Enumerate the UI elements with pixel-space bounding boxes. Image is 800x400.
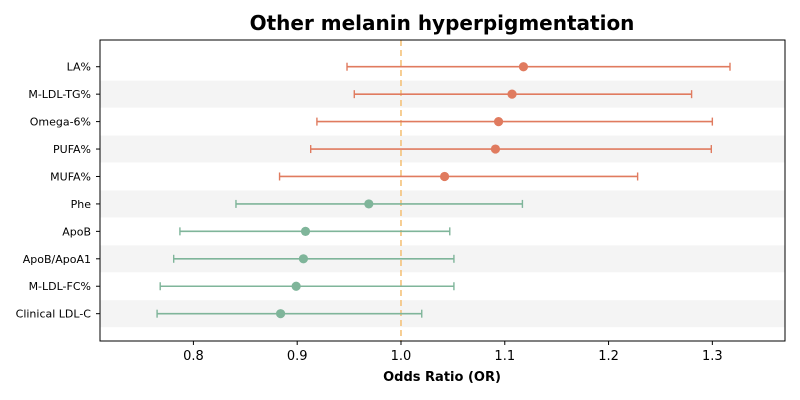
x-tick-label: 0.8	[183, 349, 204, 364]
or-point	[439, 171, 450, 182]
y-axis-ticks: LA% M-LDL-TG% Omega-6% PUFA% MUFA% Phe ApoB Apo…	[16, 61, 100, 321]
x-tick-label: 1.1	[494, 349, 515, 364]
y-tick-label: ApoB/ApoA1	[23, 253, 91, 266]
x-tick-label: 1.3	[702, 349, 723, 364]
row-omega-6-	[316, 117, 714, 127]
y-tick-label: Clinical LDL-C	[16, 308, 92, 321]
or-point	[291, 281, 301, 291]
row-phe	[235, 199, 524, 209]
row-clinical-ldl-c	[156, 309, 423, 319]
y-tick-label: LA%	[67, 61, 91, 74]
plot-frame	[99, 39, 786, 342]
y-tick-label: Omega-6%	[30, 116, 91, 129]
y-tick-label: ApoB	[62, 225, 91, 238]
or-point	[493, 117, 504, 127]
y-tick-label: MUFA%	[50, 170, 91, 183]
x-tick-label: 1.2	[598, 349, 619, 364]
y-tick-label: M-LDL-FC%	[29, 280, 91, 293]
or-point	[364, 199, 374, 209]
x-tick-label: 0.9	[287, 349, 308, 364]
row-pufa-	[309, 144, 713, 154]
or-point	[518, 62, 529, 72]
row-apob-apoa1	[172, 254, 455, 264]
y-tick-label: PUFA%	[53, 143, 91, 156]
x-tick-label: 1.0	[391, 349, 412, 364]
y-tick-label: M-LDL-TG%	[28, 88, 91, 101]
x-axis-label: Odds Ratio (OR)	[383, 370, 501, 385]
or-point	[490, 144, 501, 154]
chart-title: Other melanin hyperpigmentation	[250, 11, 635, 35]
y-tick-label: Phe	[71, 198, 92, 211]
data-rows	[156, 62, 731, 319]
or-point	[300, 226, 311, 236]
row-mufa-	[278, 171, 639, 182]
row-m-ldl-fc-	[159, 281, 455, 291]
or-point	[275, 309, 286, 319]
row-apob	[179, 226, 451, 236]
x-axis-ticks: 0.8 0.9 1.0 1.1 1.2 1.3	[183, 341, 723, 364]
row-m-ldl-tg-	[353, 89, 693, 99]
or-point	[298, 254, 309, 264]
or-point	[507, 89, 517, 99]
row-la-	[346, 62, 731, 72]
